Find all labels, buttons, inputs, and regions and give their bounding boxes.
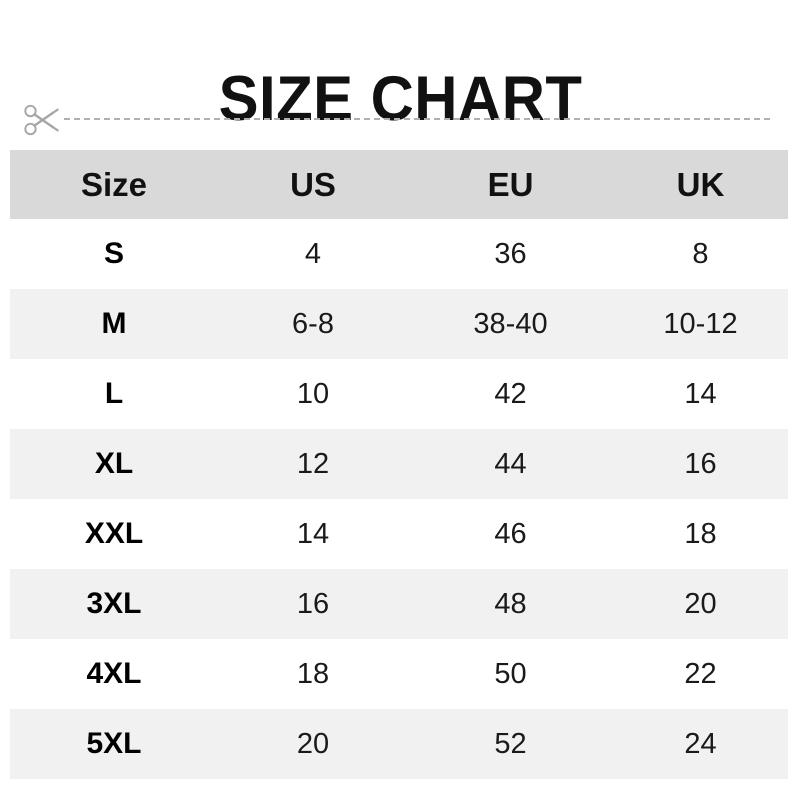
table-row: XXL 14 46 18 [10, 499, 788, 569]
cell-uk: 18 [613, 499, 788, 569]
cut-line [22, 102, 778, 138]
size-chart-table: Size US EU UK S 4 36 8 M 6-8 38-40 10-12 L 10 42 14… [10, 150, 788, 779]
cell-eu: 44 [408, 429, 613, 499]
cell-eu: 46 [408, 499, 613, 569]
column-header-us: US [218, 150, 408, 219]
table-row: S 4 36 8 [10, 219, 788, 289]
table-row: M 6-8 38-40 10-12 [10, 289, 788, 359]
dashed-cut-line [64, 118, 770, 120]
table-row: 4XL 18 50 22 [10, 639, 788, 709]
cell-uk: 8 [613, 219, 788, 289]
cell-us: 18 [218, 639, 408, 709]
cell-us: 16 [218, 569, 408, 639]
page-title: SIZE CHART [218, 64, 582, 135]
table-row: 5XL 20 52 24 [10, 709, 788, 779]
cell-us: 10 [218, 359, 408, 429]
column-header-uk: UK [613, 150, 788, 219]
cell-size: XXL [10, 499, 218, 569]
table-body: S 4 36 8 M 6-8 38-40 10-12 L 10 42 14 XL 12 44 16 XXL 14 4… [10, 219, 788, 779]
cell-eu: 36 [408, 219, 613, 289]
cell-uk: 20 [613, 569, 788, 639]
cell-size: L [10, 359, 218, 429]
cell-uk: 10-12 [613, 289, 788, 359]
table-header-row: Size US EU UK [10, 150, 788, 219]
column-header-eu: EU [408, 150, 613, 219]
cell-size: 4XL [10, 639, 218, 709]
cell-uk: 16 [613, 429, 788, 499]
cell-uk: 22 [613, 639, 788, 709]
cell-us: 4 [218, 219, 408, 289]
cell-us: 14 [218, 499, 408, 569]
page-title-container: SIZE CHART [0, 22, 800, 176]
cell-us: 12 [218, 429, 408, 499]
table-row: XL 12 44 16 [10, 429, 788, 499]
cell-eu: 52 [408, 709, 613, 779]
table-row: 3XL 16 48 20 [10, 569, 788, 639]
cell-size: 3XL [10, 569, 218, 639]
cell-eu: 38-40 [408, 289, 613, 359]
cell-eu: 50 [408, 639, 613, 709]
scissors-icon [22, 103, 62, 137]
cell-size: M [10, 289, 218, 359]
cell-size: S [10, 219, 218, 289]
table-header: Size US EU UK [10, 150, 788, 219]
cell-us: 20 [218, 709, 408, 779]
column-header-size: Size [10, 150, 218, 219]
cell-us: 6-8 [218, 289, 408, 359]
cell-uk: 14 [613, 359, 788, 429]
cell-size: 5XL [10, 709, 218, 779]
cell-uk: 24 [613, 709, 788, 779]
cell-eu: 42 [408, 359, 613, 429]
cell-eu: 48 [408, 569, 613, 639]
table-row: L 10 42 14 [10, 359, 788, 429]
cell-size: XL [10, 429, 218, 499]
